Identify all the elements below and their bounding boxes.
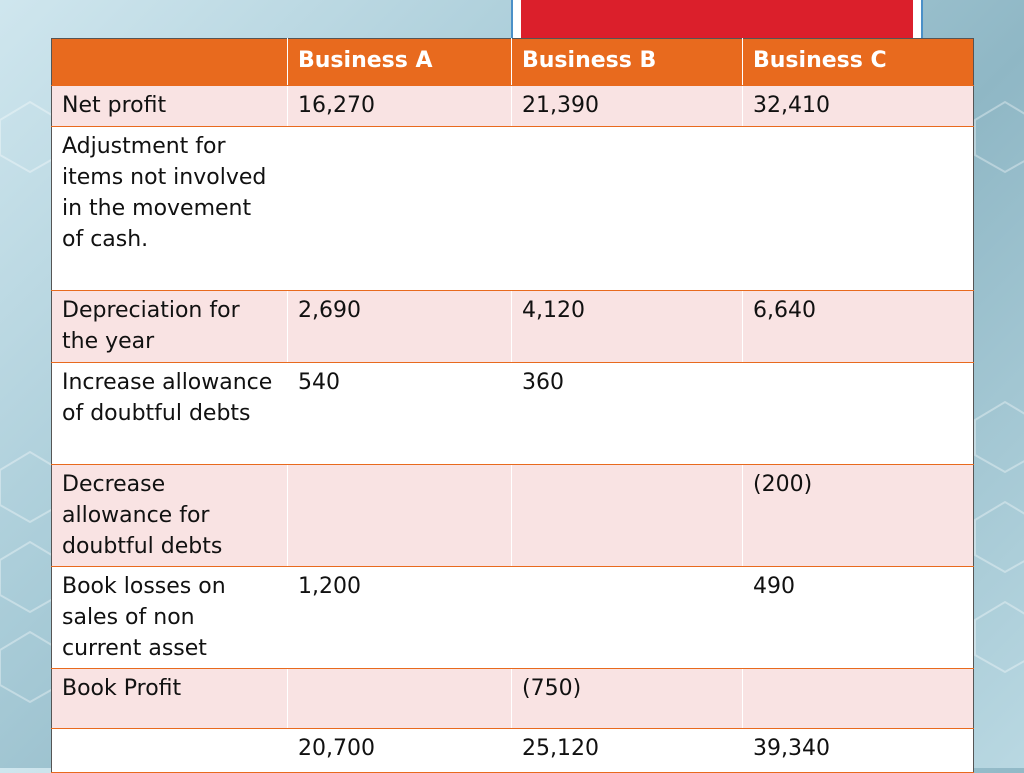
total-business-c: 39,340 — [742, 728, 974, 773]
row-label: Net profit — [51, 85, 288, 127]
cash-flow-adjustment-table: Business A Business B Business C Net pro… — [51, 38, 974, 773]
table-row-adjustment: Adjustment for items not involved in the… — [51, 126, 974, 291]
row-label: Increase allowance of doubtful debts — [51, 362, 288, 465]
cell-business-b — [511, 566, 743, 669]
cell-business-a: 540 — [287, 362, 512, 465]
total-business-b: 25,120 — [511, 728, 743, 773]
cell-business-b: 360 — [511, 362, 743, 465]
cell-business-c — [742, 668, 974, 729]
cell-business-c: 6,640 — [742, 290, 974, 363]
cell-business-c — [742, 362, 974, 465]
cell-business-a — [287, 126, 512, 291]
header-cell-label — [51, 38, 288, 86]
header-cell-business-b: Business B — [511, 38, 743, 86]
table-row-book-losses: Book losses on sales of non current asse… — [51, 566, 974, 669]
cell-business-a: 2,690 — [287, 290, 512, 363]
table-row-net-profit: Net profit 16,270 21,390 32,410 — [51, 85, 974, 127]
cell-business-b — [511, 126, 743, 291]
table-row-total: 20,700 25,120 39,340 — [51, 728, 974, 773]
header-cell-business-a: Business A — [287, 38, 512, 86]
table-row-depreciation: Depreciation for the year 2,690 4,120 6,… — [51, 290, 974, 363]
cell-business-a — [287, 668, 512, 729]
cell-business-c: 32,410 — [742, 85, 974, 127]
cell-business-c — [742, 126, 974, 291]
cell-business-b — [511, 464, 743, 567]
cell-business-b: (750) — [511, 668, 743, 729]
cell-business-a: 16,270 — [287, 85, 512, 127]
row-label: Book Profit — [51, 668, 288, 729]
row-label: Book losses on sales of non current asse… — [51, 566, 288, 669]
table-row-decrease-allowance: Decrease allowance for doubtful debts (2… — [51, 464, 974, 567]
row-label: Decrease allowance for doubtful debts — [51, 464, 288, 567]
slide-accent-tab — [511, 0, 923, 40]
slide-accent-tab-fill — [521, 0, 913, 40]
table-row-book-profit: Book Profit (750) — [51, 668, 974, 729]
cell-business-b: 4,120 — [511, 290, 743, 363]
row-label — [51, 728, 288, 773]
header-cell-business-c: Business C — [742, 38, 974, 86]
cell-business-a — [287, 464, 512, 567]
table-row-increase-allowance: Increase allowance of doubtful debts 540… — [51, 362, 974, 465]
total-business-a: 20,700 — [287, 728, 512, 773]
table-header-row: Business A Business B Business C — [51, 38, 974, 86]
cell-business-c: 490 — [742, 566, 974, 669]
row-label: Depreciation for the year — [51, 290, 288, 363]
cell-business-b: 21,390 — [511, 85, 743, 127]
cell-business-c: (200) — [742, 464, 974, 567]
row-label: Adjustment for items not involved in the… — [51, 126, 288, 291]
cell-business-a: 1,200 — [287, 566, 512, 669]
